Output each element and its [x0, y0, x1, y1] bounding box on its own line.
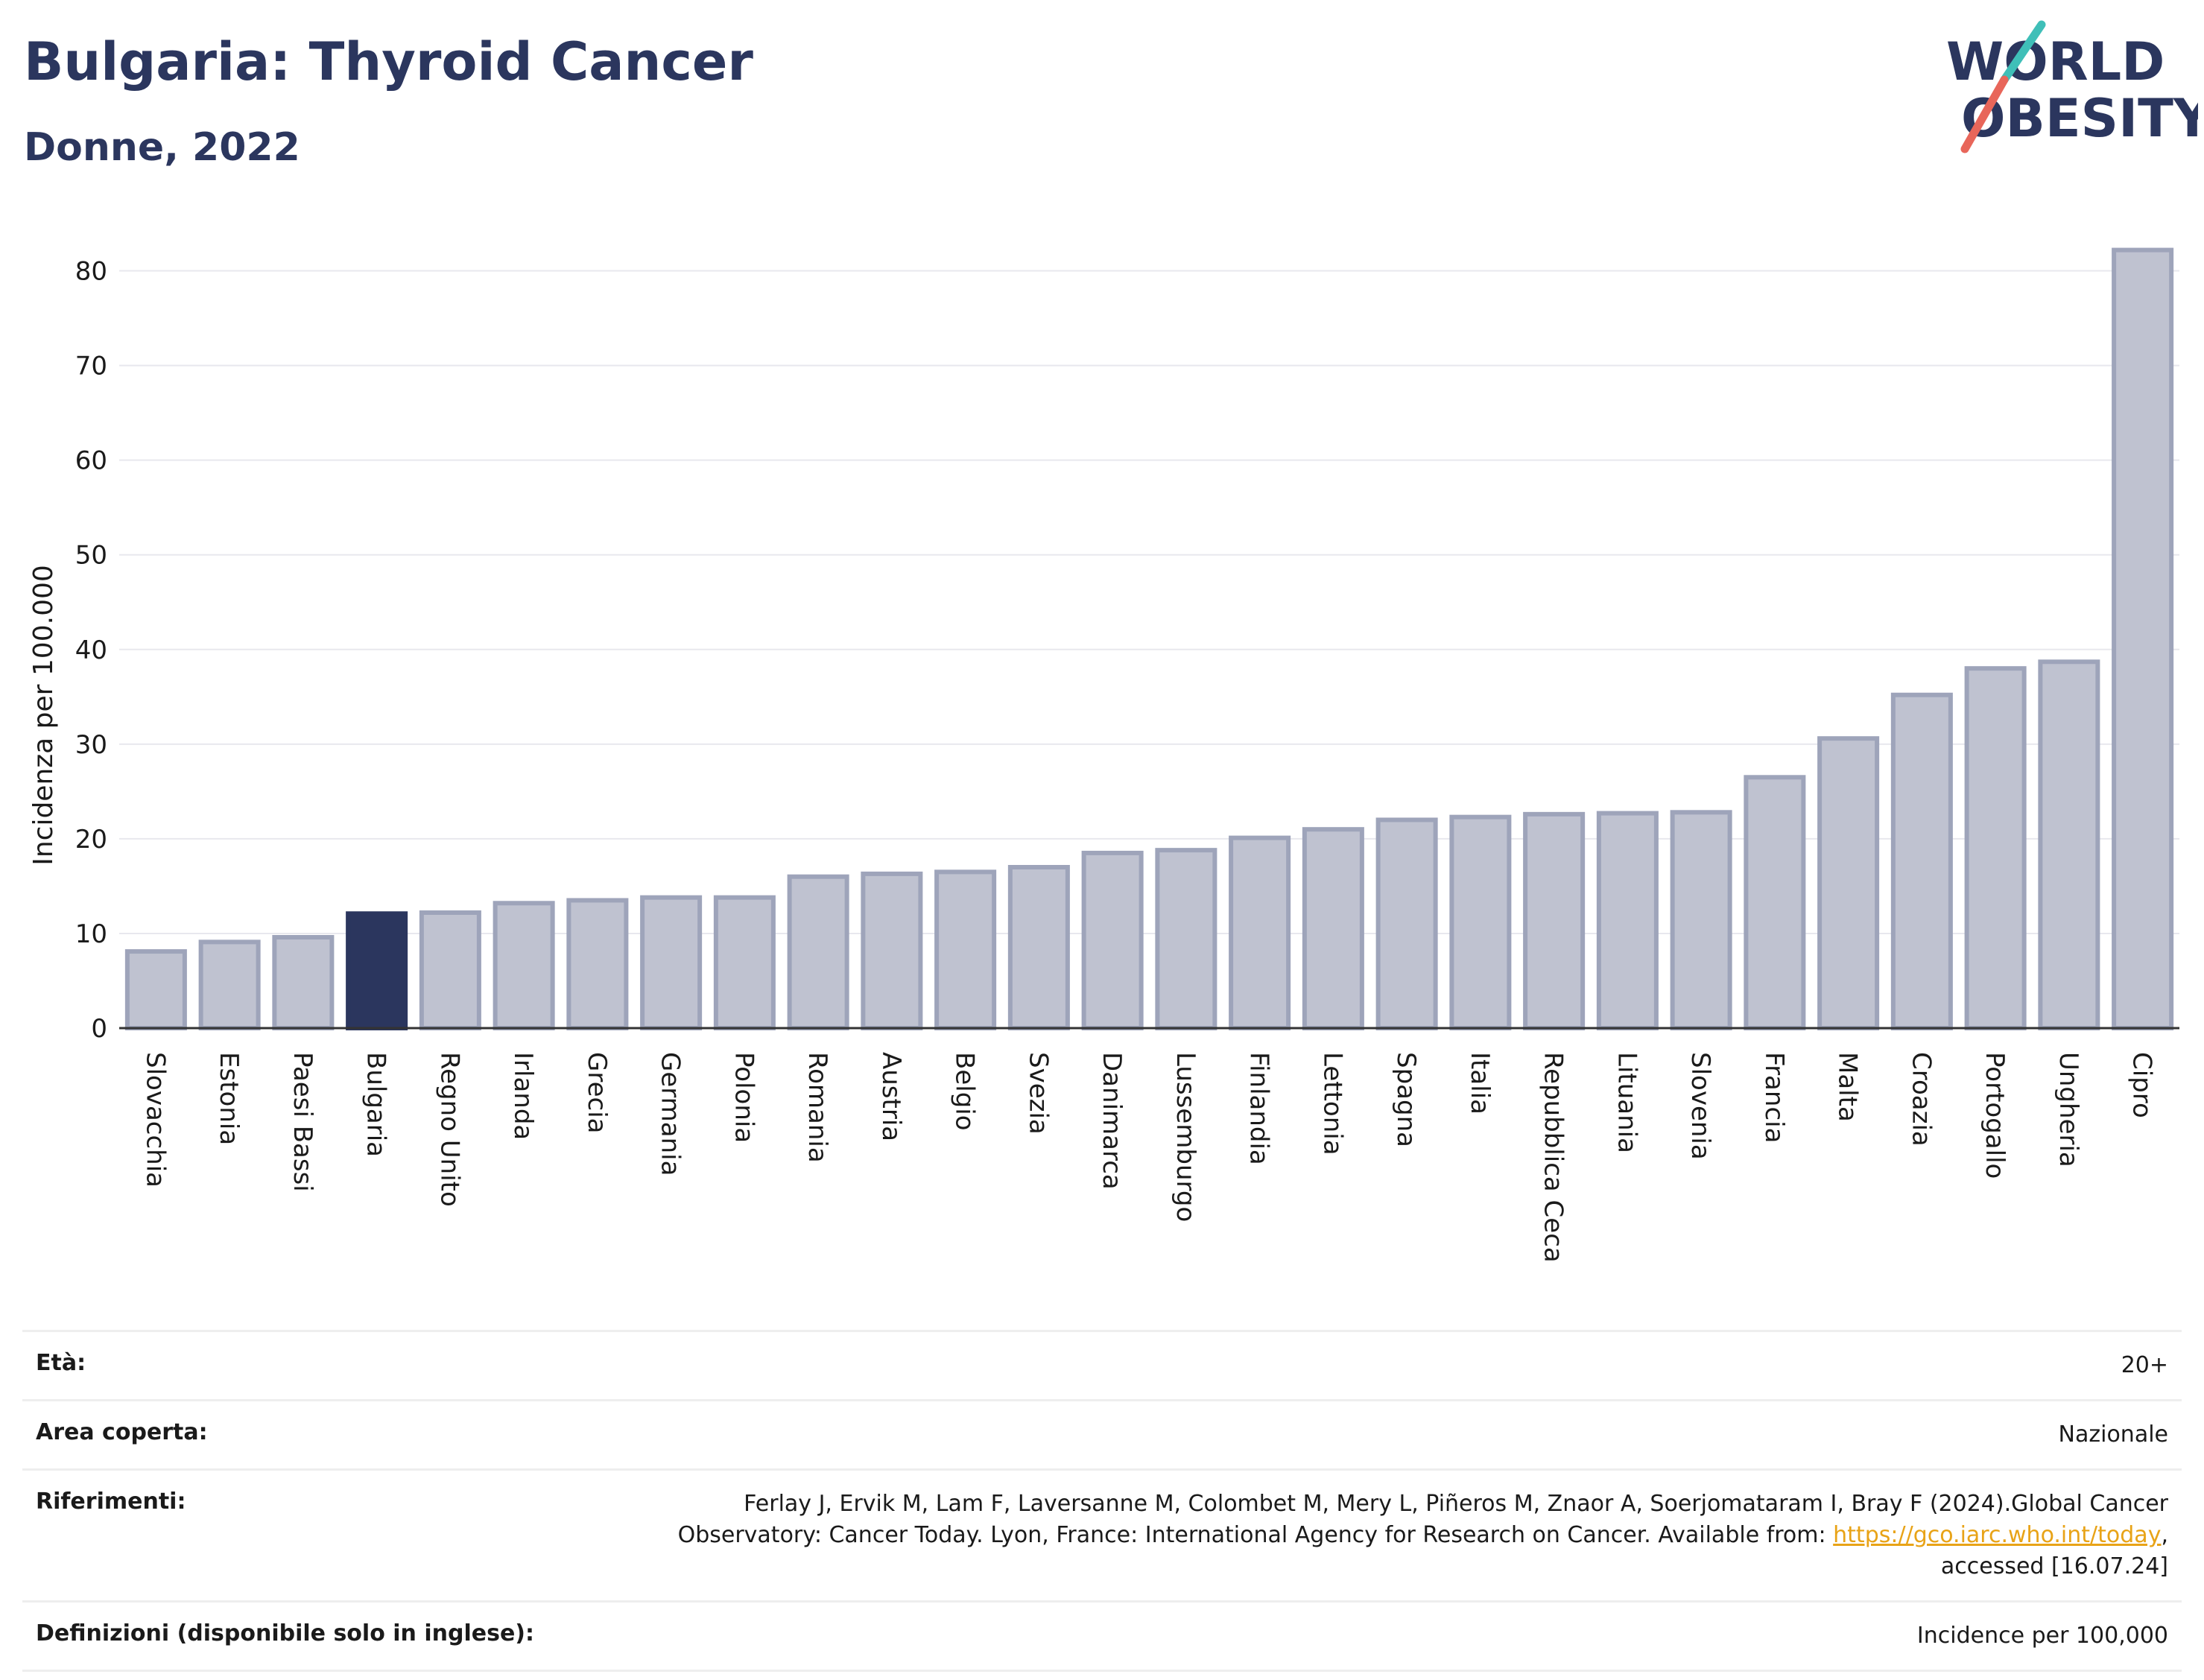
x-tick-label: Svezia: [1023, 1052, 1053, 1135]
x-tick-label: Malta: [1833, 1052, 1863, 1122]
world-obesity-logo: WORLD OBESITY: [1946, 20, 2198, 153]
bar-ungheria: [2038, 659, 2100, 1030]
y-tick-label: 80: [75, 257, 107, 287]
bar-lettonia: [1302, 827, 1364, 1030]
bar-finlandia: [1229, 835, 1291, 1030]
bar-spagna: [1375, 817, 1438, 1030]
reference-text-2: Observatory: Cancer Today. Lyon, France:…: [677, 1522, 1834, 1548]
x-tick-label: Belgio: [950, 1052, 980, 1131]
y-tick-label: 10: [75, 919, 107, 949]
page-title: Bulgaria: Thyroid Cancer: [24, 31, 753, 92]
logo-slash-red: [1960, 75, 2009, 153]
bar-grecia: [566, 898, 629, 1030]
bars: [124, 247, 2174, 1031]
x-tick-label: Lettonia: [1317, 1052, 1347, 1156]
x-tick-label: Paesi Bassi: [288, 1052, 317, 1192]
area-value: Nazionale: [2058, 1421, 2168, 1448]
y-tick-labels: 0 10 20 30 40 50 60 70 80: [75, 257, 107, 1044]
y-tick-label: 20: [75, 825, 107, 855]
y-tick-label: 70: [75, 352, 107, 381]
x-tick-label: Finlandia: [1244, 1052, 1274, 1165]
y-tick-label: 50: [75, 541, 107, 571]
x-tick-label: Slovenia: [1685, 1052, 1715, 1160]
meta-row-references: Riferimenti: Ferlay J, Ervik M, Lam F, L…: [22, 1468, 2182, 1600]
x-tick-label: Repubblica Ceca: [1539, 1052, 1568, 1263]
definitions-value: Incidence per 100,000: [1916, 1623, 2168, 1649]
bar-romania: [787, 874, 849, 1030]
x-tick-label: Regno Unito: [434, 1052, 464, 1207]
definitions-label: Definizioni (disponibile solo in inglese…: [36, 1620, 534, 1646]
x-tick-label: Italia: [1465, 1052, 1495, 1115]
x-tick-label: Francia: [1759, 1052, 1789, 1143]
age-value: 20+: [2121, 1352, 2168, 1378]
area-label: Area coperta:: [36, 1419, 208, 1445]
x-tick-label: Grecia: [582, 1052, 612, 1133]
meta-row-area: Area coperta: Nazionale: [22, 1399, 2182, 1468]
references-value: Ferlay J, Ervik M, Lam F, Laversanne M, …: [678, 1489, 2168, 1582]
bar-cipro: [2112, 247, 2174, 1031]
x-tick-label: Danimarca: [1097, 1052, 1127, 1190]
logo-slash-teal: [2000, 20, 2046, 84]
x-tick-label: Ungheria: [2053, 1052, 2083, 1167]
bar-slovenia: [1670, 810, 1732, 1031]
reference-text-4: accessed [16.07.24]: [1940, 1553, 2168, 1579]
bar-svezia: [1007, 865, 1070, 1030]
x-tick-labels: Slovacchia Estonia Paesi Bassi Bulgaria Regn…: [140, 1052, 2156, 1263]
y-tick-label: 60: [75, 446, 107, 476]
bar-polonia: [713, 895, 776, 1030]
page-subtitle: Donne, 2022: [24, 125, 300, 170]
bar-portogallo: [1964, 666, 2027, 1030]
bar-danimarca: [1081, 850, 1144, 1030]
bar-lituania: [1596, 811, 1659, 1030]
x-tick-label: Spagna: [1391, 1052, 1421, 1147]
y-tick-label: 0: [91, 1014, 107, 1044]
x-tick-label: Irlanda: [508, 1052, 538, 1140]
reference-text-3: ,: [2161, 1522, 2168, 1548]
x-tick-label: Germania: [656, 1052, 685, 1176]
y-tick-label: 30: [75, 730, 107, 760]
bar-germania: [640, 895, 703, 1030]
bar-francia: [1744, 775, 1806, 1030]
age-label: Età:: [36, 1350, 86, 1376]
bar-italia: [1449, 814, 1512, 1030]
x-tick-label: Portogallo: [1980, 1052, 2010, 1179]
reference-link[interactable]: https://gco.iarc.who.int/today: [1833, 1522, 2162, 1548]
x-tick-label: Polonia: [729, 1052, 759, 1143]
y-axis-label: Incidenza per 100.000: [28, 565, 59, 866]
meta-row-definitions: Definizioni (disponibile solo in inglese…: [22, 1600, 2182, 1672]
x-tick-label: Croazia: [1906, 1052, 1936, 1147]
bar-slovacchia: [124, 949, 187, 1030]
bar-lussemburgo: [1155, 848, 1217, 1030]
x-tick-label: Lussemburgo: [1171, 1052, 1200, 1222]
bar-estonia: [198, 939, 261, 1030]
bar-austria: [861, 871, 923, 1030]
logo-line-2: OBESITY: [1961, 88, 2198, 149]
x-tick-label: Cipro: [2127, 1052, 2157, 1118]
bar-repubblica-ceca: [1523, 811, 1586, 1030]
x-tick-label: Austria: [876, 1052, 906, 1141]
metadata-table: Età: 20+ Area coperta: Nazionale Riferim…: [22, 1330, 2182, 1672]
meta-row-age: Età: 20+: [22, 1330, 2182, 1399]
reference-text-1: Ferlay J, Ervik M, Lam F, Laversanne M, …: [744, 1491, 2168, 1517]
x-tick-label: Slovacchia: [140, 1052, 170, 1188]
references-label: Riferimenti:: [36, 1489, 186, 1515]
x-tick-label: Lituania: [1612, 1052, 1641, 1153]
bar-chart: 0 10 20 30 40 50 60 70 80 Slovacchia Estonia Paesi…: [28, 247, 2179, 1263]
bar-paesi-bassi: [272, 935, 335, 1031]
bar-bulgaria: [346, 911, 408, 1031]
x-tick-label: Romania: [802, 1052, 832, 1163]
x-tick-label: Bulgaria: [361, 1052, 391, 1157]
bar-croazia: [1890, 692, 1953, 1030]
bar-belgio: [934, 869, 997, 1031]
bar-malta: [1817, 736, 1880, 1030]
bar-irlanda: [493, 901, 555, 1030]
y-tick-label: 40: [75, 635, 107, 665]
bar-regno-unito: [419, 910, 481, 1030]
x-tick-label: Estonia: [214, 1052, 244, 1145]
logo-line-1: WORLD: [1946, 31, 2165, 92]
